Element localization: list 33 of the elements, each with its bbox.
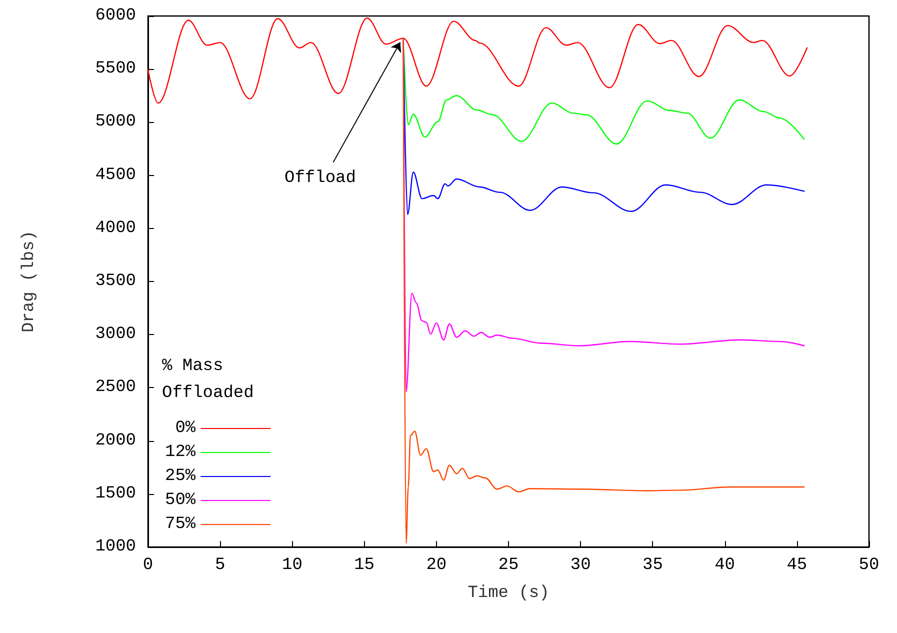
- legend-label: 25%: [164, 467, 196, 486]
- x-tick-label: 15: [354, 556, 375, 575]
- x-tick-label: 35: [642, 556, 663, 575]
- line-series: [147, 18, 808, 104]
- x-tick-label: 45: [786, 556, 808, 575]
- annotation: Offload: [284, 168, 356, 188]
- y-tick-label: 4500: [95, 166, 136, 185]
- x-tick-label: 5: [215, 556, 226, 575]
- y-tick-label: 6000: [95, 6, 136, 26]
- y-tick-label: 2500: [95, 378, 136, 398]
- x-tick-label: 25: [498, 556, 519, 575]
- y-tick-label: 4000: [95, 218, 136, 238]
- x-axis-title: Time (s): [468, 584, 550, 603]
- y-tick-label: 2000: [95, 431, 136, 450]
- x-tick-label: 10: [282, 556, 302, 575]
- y-tick-label: 1500: [95, 484, 136, 504]
- x-tick-label: 40: [714, 556, 736, 575]
- x-tick-label: 30: [570, 556, 591, 575]
- legend-label: 12%: [164, 443, 196, 462]
- line-series: [402, 38, 805, 544]
- x-tick-label: 0: [142, 556, 154, 575]
- legend-title: % Mass Offloaded: [162, 357, 254, 403]
- y-tick-label: 3500: [95, 272, 136, 291]
- legend-label: 0%: [175, 419, 196, 438]
- y-tick-label: 3000: [95, 325, 136, 344]
- y-axis-title: Drag (lbs): [20, 230, 39, 333]
- y-tick-label: 5000: [95, 112, 136, 132]
- legend-label: 75%: [164, 515, 196, 534]
- x-tick-label: 20: [426, 556, 447, 575]
- y-tick-label: 5500: [95, 60, 136, 79]
- legend-label: 50%: [164, 491, 196, 510]
- y-tick-label: 1000: [95, 538, 136, 556]
- x-tick-label: 50: [858, 556, 880, 575]
